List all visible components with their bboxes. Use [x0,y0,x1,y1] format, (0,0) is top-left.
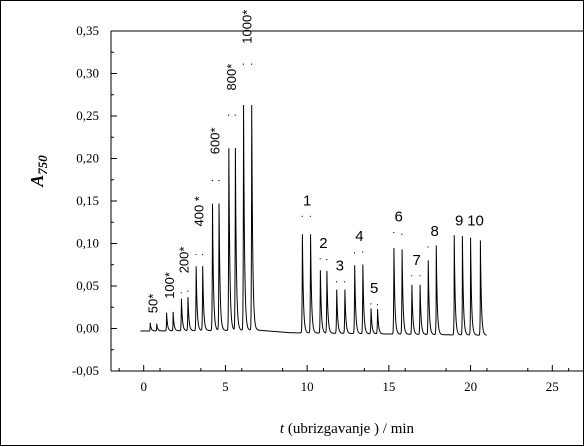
sample-peak-label: 2 [319,235,327,252]
sample-peak-label: 3 [336,258,344,275]
y-axis-title-sub: 750 [35,155,50,175]
peak-point [370,303,372,305]
peak-point [335,281,338,283]
x-tick-label: 25 [546,379,559,394]
x-axis-title-var: t [280,421,285,437]
peak-point [427,246,429,248]
peak-point [201,253,204,256]
axis-titles: A750 t (ubrizgavanje ) / min [27,155,415,437]
peak-point [479,240,481,242]
standard-peak-label: 50* [146,294,161,314]
peak-point [411,275,413,277]
peak-point [242,63,244,65]
peak-point [344,281,346,283]
peak-point [187,290,189,292]
x-tick-label: 5 [222,379,229,394]
peak-point [326,259,328,261]
peak-point [376,304,379,306]
sample-peak-label: 7 [412,252,420,269]
sample-peak-label: 4 [355,228,363,245]
x-axis-title: t (ubrizgavanje ) / min [280,421,415,437]
peak-point [250,63,253,65]
sample-peak-label: 1 [303,192,311,209]
peak-point [401,233,403,235]
signal-trace [140,63,487,336]
plot-axes: -0,05 0,00 0,05 0,10 0,15 0,20 0,25 0,30 0,35 0 5 1… [72,23,584,394]
peak-point [362,251,364,253]
peak-point [461,236,464,238]
peak-point [172,311,174,313]
sample-peak-label: 8 [430,223,438,240]
standard-peak-label: 1000* [240,10,255,44]
x-tick-label: 0 [140,379,147,394]
y-tick-label: 0,20 [76,151,99,166]
peak-point [393,231,395,234]
sample-peak-label: 5 [370,280,378,297]
x-tick-label: 10 [301,379,314,394]
y-tick-label: 0,05 [76,278,99,293]
peak-labels: 50*100*200* 400 * 600* 800* 1000* 1 234 5 6 789 10 [146,10,484,313]
sample-peak-label: 10 [467,213,484,230]
peak-point [301,215,303,217]
standard-peak-label: 600* [208,127,223,154]
standard-peak-label: 100* [162,272,177,299]
peak-point [180,292,182,294]
x-axis-title-rest: (ubrizgavanje ) / min [284,421,414,437]
peak-point [149,322,151,324]
peak-point [309,215,312,217]
peak-point [234,114,236,116]
peak-point [156,323,158,325]
peak-point [228,114,230,116]
y-tick-label: 0,35 [76,23,99,38]
peak-point [435,245,437,247]
x-tick-label: 20 [464,379,477,394]
peak-point [195,253,197,256]
y-axis-title: A750 [27,155,50,188]
sample-peak-label: 9 [455,213,463,230]
standard-peak-label: 400 * [191,196,206,226]
y-tick-label: 0,30 [76,66,99,81]
y-tick-label: 0,00 [76,321,99,336]
peak-point [469,237,472,239]
peak-point [353,252,356,254]
peak-point [319,258,321,260]
x-tick-label: 15 [382,379,395,394]
peak-point [211,180,213,182]
peak-point [453,235,455,237]
y-tick-label: -0,05 [72,363,99,378]
standard-peak-label: 200* [177,247,192,274]
standard-peak-label: 800* [224,64,239,91]
peak-point [218,180,220,182]
y-tick-label: 0,10 [76,236,99,251]
peak-point [165,312,168,314]
trace-line [140,104,487,336]
peak-point [419,275,421,277]
y-tick-label: 0,25 [76,108,99,123]
sample-peak-label: 6 [394,208,402,225]
y-axis-title-var: A [27,175,47,188]
y-tick-label: 0,15 [76,193,99,208]
